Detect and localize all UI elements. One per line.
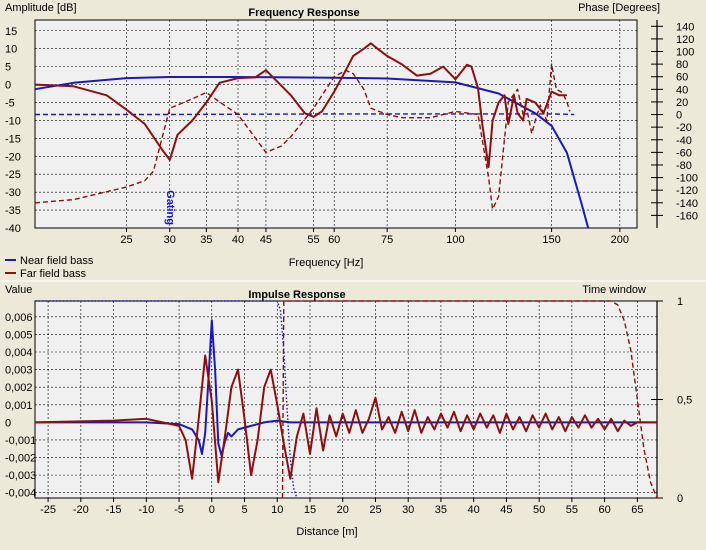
legend-near-label: Near field bass [20, 255, 94, 267]
y-tick-label: 0,003 [5, 365, 33, 377]
freq-title: Frequency Response [248, 7, 359, 19]
series-line-3 [34, 63, 571, 210]
x-tick-label: 25 [369, 504, 381, 516]
y2-tick-label: -160 [676, 210, 698, 222]
gating-annotation: Gating [164, 190, 176, 225]
y2-tick-label: 0 [676, 110, 682, 122]
frequency-response-chart: 25 30 35 40 45 55 60 75 100 150 200151050-5-10-15-… [5, 19, 698, 246]
freq-amplitude-label: Amplitude [dB] [5, 2, 77, 14]
x-tick-label: 30 [402, 504, 414, 516]
y-tick-label: -0,001 [5, 435, 36, 447]
y2-tick-label: 40 [676, 84, 688, 96]
y2-tick-label: -140 [676, 198, 698, 210]
series-line-2 [34, 42, 567, 168]
x-tick-label: 20 [337, 504, 349, 516]
impulse-x-axis-label: Distance [m] [296, 526, 357, 538]
y-tick-label: 0 [5, 417, 11, 429]
y-tick-label: 0,002 [5, 382, 33, 394]
y-tick-label: -35 [5, 205, 21, 217]
y-tick-label: -40 [5, 223, 21, 235]
x-tick-label: -10 [138, 504, 154, 516]
x-tick-label: 200 [611, 234, 629, 246]
x-tick-label: 5 [241, 504, 247, 516]
y-tick-label: -10 [5, 115, 21, 127]
x-tick-label: 55 [566, 504, 578, 516]
x-tick-label: 150 [542, 234, 560, 246]
x-tick-label: 40 [468, 504, 480, 516]
x-tick-label: 35 [200, 234, 212, 246]
y-tick-label: -0,002 [5, 453, 36, 465]
y2-tick-label: 1 [677, 296, 683, 308]
x-tick-label: -15 [106, 504, 122, 516]
x-tick-label: 55 [307, 234, 319, 246]
y2-tick-label: 0 [677, 493, 683, 505]
series-line-1 [35, 113, 575, 116]
impulse-response-chart: -25 -20 -15 -10 -5 0 5 10 15 20 25 30 35 40 45 50 55 60 65… [5, 296, 692, 516]
y-tick-label: 0,001 [5, 400, 33, 412]
y-tick-label: -15 [5, 133, 21, 145]
x-tick-label: -20 [73, 504, 89, 516]
y2-tick-label: -120 [676, 185, 698, 197]
y-tick-label: -0,004 [5, 488, 36, 500]
x-tick-label: 45 [500, 504, 512, 516]
freq-phase-label: Phase [Degrees] [578, 2, 660, 14]
x-tick-label: 65 [631, 504, 643, 516]
plot-area [34, 19, 638, 229]
y2-tick-label: 120 [676, 34, 694, 46]
impulse-value-label: Value [5, 284, 32, 296]
y-tick-label: 15 [5, 26, 17, 38]
y-tick-label: -25 [5, 169, 21, 181]
y2-tick-label: -40 [676, 135, 692, 147]
y2-tick-label: -80 [676, 160, 692, 172]
impulse-title: Impulse Response [248, 289, 345, 301]
legend-far-label: Far field bass [20, 268, 87, 280]
y2-tick-label: -60 [676, 147, 692, 159]
y2-tick-label: 80 [676, 59, 688, 71]
series-line-3 [281, 300, 658, 499]
y-tick-label: 5 [5, 62, 11, 74]
y2-tick-label: 0,5 [677, 395, 692, 407]
x-tick-label: 25 [120, 234, 132, 246]
y2-tick-label: -100 [676, 173, 698, 185]
x-tick-label: 60 [328, 234, 340, 246]
y2-tick-label: 20 [676, 97, 688, 109]
x-tick-label: -25 [40, 504, 56, 516]
y2-tick-label: -20 [676, 122, 692, 134]
y-tick-label: 0 [5, 80, 11, 92]
x-tick-label: -5 [174, 504, 184, 516]
x-tick-label: 30 [164, 234, 176, 246]
y-tick-label: 0,004 [5, 347, 33, 359]
freq-x-axis-label: Frequency [Hz] [289, 257, 364, 269]
series-line-1 [34, 354, 657, 484]
y2-tick-label: 100 [676, 47, 694, 59]
x-tick-label: 50 [533, 504, 545, 516]
x-tick-label: 60 [598, 504, 610, 516]
y-tick-label: -5 [5, 97, 15, 109]
y-tick-label: -30 [5, 187, 21, 199]
x-tick-label: 15 [304, 504, 316, 516]
x-tick-label: 10 [271, 504, 283, 516]
series-line-0 [34, 76, 590, 229]
x-tick-label: 45 [260, 234, 272, 246]
y-tick-label: 10 [5, 44, 17, 56]
y2-tick-label: 60 [676, 72, 688, 84]
x-tick-label: 35 [435, 504, 447, 516]
plot-area [34, 300, 658, 499]
x-tick-label: 75 [381, 234, 393, 246]
y-tick-label: 0,005 [5, 329, 33, 341]
impulse-time-window-label: Time window [582, 284, 646, 296]
y-tick-label: -20 [5, 151, 21, 163]
legend: Near field bass Far field bass [5, 255, 94, 280]
y-tick-label: -0,003 [5, 470, 36, 482]
series-line-0 [35, 319, 657, 457]
y-tick-label: 0,006 [5, 312, 33, 324]
x-tick-label: 40 [232, 234, 244, 246]
y2-tick-label: 140 [676, 21, 694, 33]
x-tick-label: 0 [209, 504, 215, 516]
x-tick-label: 100 [446, 234, 464, 246]
